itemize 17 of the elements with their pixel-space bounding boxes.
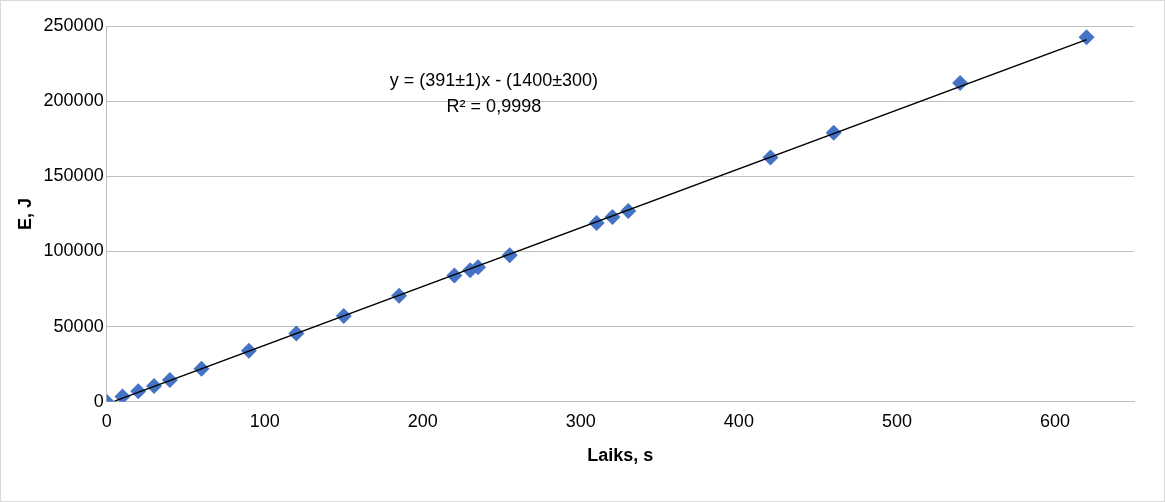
- x-axis-title: Laiks, s: [587, 445, 654, 466]
- y-tick-label: 150000: [43, 165, 104, 186]
- x-tick-label: 100: [249, 410, 280, 431]
- y-axis-title: E, J: [14, 197, 35, 230]
- x-tick-label: 200: [407, 410, 438, 431]
- y-tick-label: 200000: [43, 90, 104, 111]
- x-tick-label: 500: [881, 410, 912, 431]
- y-tick-label: 250000: [43, 14, 104, 35]
- point: [1078, 29, 1095, 46]
- x-tick-label: 300: [565, 410, 596, 431]
- annotation: R² = 0,9998: [446, 96, 542, 116]
- y-tick-label: 100000: [43, 240, 104, 261]
- annotation: y = (391±1)x - (1400±300): [389, 70, 599, 90]
- x-tick-label: 400: [723, 410, 754, 431]
- y-tick-label: 0: [93, 390, 104, 411]
- y-tick-label: 50000: [53, 315, 104, 336]
- x-tick-label: 600: [1039, 410, 1070, 431]
